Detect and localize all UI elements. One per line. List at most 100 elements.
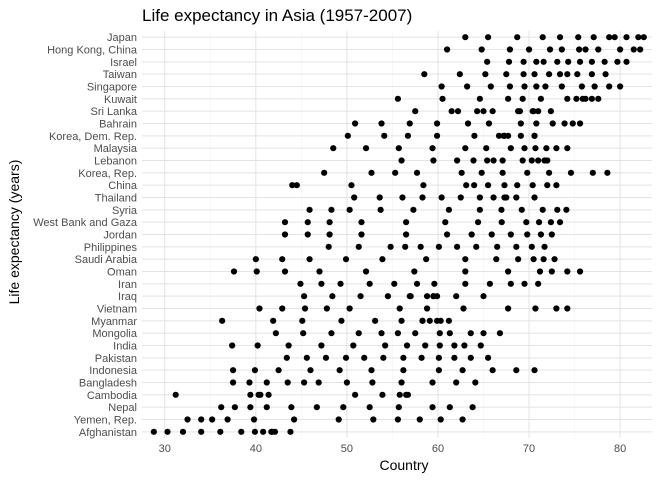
data-point xyxy=(589,169,596,176)
data-point xyxy=(301,293,308,300)
data-point xyxy=(297,280,304,287)
data-point xyxy=(542,83,549,90)
data-point xyxy=(474,219,482,226)
data-point xyxy=(379,256,386,263)
data-point xyxy=(250,416,258,423)
data-point xyxy=(443,231,451,238)
data-point xyxy=(499,157,506,164)
data-point xyxy=(617,46,624,53)
data-point xyxy=(539,34,546,41)
data-point xyxy=(362,145,370,152)
data-point xyxy=(318,342,325,349)
data-point xyxy=(537,231,544,238)
data-point xyxy=(459,416,466,423)
y-tick-label: Nepal xyxy=(108,402,137,414)
y-tick-label: Philippines xyxy=(84,242,138,254)
data-point xyxy=(549,120,556,127)
data-point xyxy=(436,330,443,337)
y-tick-label: Thailand xyxy=(95,193,137,205)
data-point xyxy=(342,354,350,361)
data-point xyxy=(422,342,429,349)
data-point xyxy=(460,305,467,312)
data-point xyxy=(342,256,350,263)
data-point xyxy=(462,34,469,41)
data-point xyxy=(476,206,483,213)
data-point xyxy=(630,46,637,53)
data-point xyxy=(454,157,461,164)
data-point xyxy=(352,120,359,127)
data-point xyxy=(321,169,328,176)
data-point xyxy=(403,219,410,226)
data-point xyxy=(507,231,514,238)
data-point xyxy=(265,391,272,398)
data-point xyxy=(514,34,521,41)
data-point xyxy=(488,231,495,238)
data-point xyxy=(429,404,436,411)
data-point xyxy=(518,206,525,213)
data-point xyxy=(487,83,494,90)
data-point xyxy=(403,342,411,349)
y-tick-label: Sri Lanka xyxy=(91,106,138,118)
data-point xyxy=(464,120,472,127)
data-point xyxy=(443,46,451,53)
data-point xyxy=(590,34,597,41)
data-point xyxy=(263,404,270,411)
data-point xyxy=(400,367,407,374)
y-tick-label: Korea, Rep. xyxy=(78,168,137,180)
data-point xyxy=(531,132,538,139)
data-point xyxy=(423,305,431,312)
data-point xyxy=(614,58,621,65)
data-point xyxy=(429,145,436,152)
data-point xyxy=(254,342,261,349)
data-point xyxy=(601,58,608,65)
data-point xyxy=(547,108,555,115)
y-tick-label: Oman xyxy=(107,267,137,279)
data-point xyxy=(454,243,461,250)
data-point xyxy=(299,317,306,324)
data-point xyxy=(396,305,403,312)
data-point xyxy=(564,145,571,152)
data-point xyxy=(535,219,543,226)
data-point xyxy=(505,268,512,275)
data-point xyxy=(556,34,564,41)
data-point xyxy=(253,268,260,275)
data-point xyxy=(561,120,568,127)
data-point xyxy=(462,280,469,287)
data-point xyxy=(467,330,474,337)
y-tick-label: Cambodia xyxy=(87,390,138,402)
data-point xyxy=(355,330,362,337)
data-point xyxy=(457,194,464,201)
data-point xyxy=(412,108,419,115)
data-point xyxy=(564,268,571,275)
data-point xyxy=(420,182,427,189)
data-point xyxy=(387,243,394,250)
data-point xyxy=(304,219,311,226)
data-point xyxy=(505,305,512,312)
data-point xyxy=(471,132,478,139)
data-point xyxy=(411,268,418,275)
data-point xyxy=(495,132,503,139)
data-point xyxy=(484,354,492,361)
data-point xyxy=(231,404,238,411)
data-point xyxy=(532,145,539,152)
data-point xyxy=(462,268,469,275)
data-point xyxy=(556,219,564,226)
data-point xyxy=(537,95,544,102)
y-tick-label: India xyxy=(113,341,138,353)
data-point xyxy=(453,379,460,386)
data-point xyxy=(464,83,471,90)
data-point xyxy=(366,280,373,287)
data-point xyxy=(563,206,570,213)
data-point xyxy=(564,71,571,78)
data-point xyxy=(418,354,425,361)
data-point xyxy=(436,342,443,349)
y-tick-label: Iran xyxy=(118,279,137,291)
data-point xyxy=(358,219,365,226)
data-point xyxy=(172,391,179,398)
data-point xyxy=(198,428,205,435)
data-point xyxy=(281,219,289,226)
data-point xyxy=(343,379,351,386)
data-point xyxy=(501,132,508,139)
data-point xyxy=(517,120,524,127)
data-point xyxy=(376,194,383,201)
